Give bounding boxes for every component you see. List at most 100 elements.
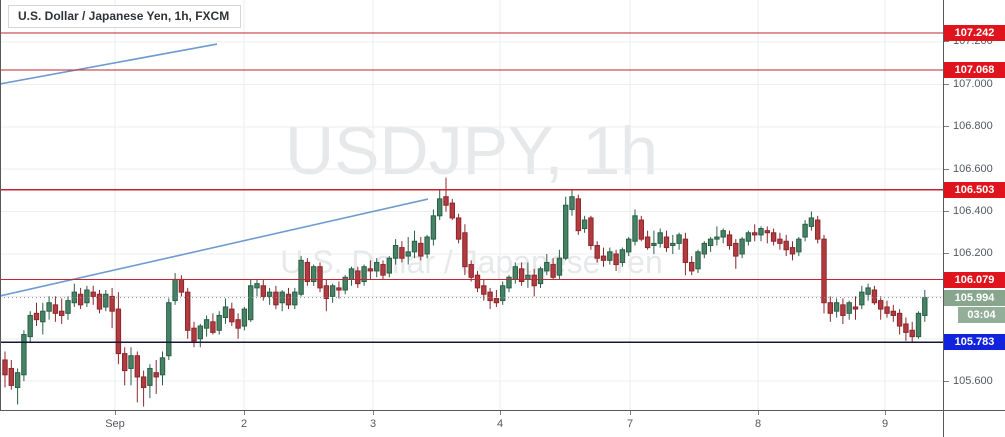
candle[interactable] bbox=[657, 232, 663, 244]
candle[interactable] bbox=[607, 251, 613, 261]
candle[interactable] bbox=[210, 321, 216, 333]
candle[interactable] bbox=[122, 353, 128, 372]
candle[interactable] bbox=[424, 236, 430, 255]
candle[interactable] bbox=[374, 261, 380, 272]
candle[interactable] bbox=[619, 249, 626, 263]
candle[interactable] bbox=[903, 323, 909, 333]
price-axis[interactable]: 107.200 107.000 106.800 106.600 106.400 106.2… bbox=[943, 0, 1005, 410]
candle[interactable] bbox=[859, 291, 865, 306]
candle[interactable] bbox=[796, 238, 802, 253]
candle[interactable] bbox=[569, 196, 575, 210]
candle[interactable] bbox=[720, 230, 726, 238]
candle[interactable] bbox=[430, 215, 437, 240]
candle[interactable] bbox=[808, 217, 815, 227]
candle[interactable] bbox=[632, 215, 638, 242]
candle[interactable] bbox=[487, 291, 493, 302]
candle[interactable] bbox=[764, 230, 770, 234]
candle[interactable] bbox=[342, 276, 348, 291]
candle[interactable] bbox=[317, 266, 323, 289]
candle[interactable] bbox=[203, 319, 210, 329]
candle[interactable] bbox=[96, 293, 103, 310]
candle[interactable] bbox=[575, 198, 581, 232]
candle[interactable] bbox=[600, 255, 607, 261]
candle[interactable] bbox=[878, 300, 884, 310]
candle[interactable] bbox=[216, 314, 222, 331]
candle[interactable] bbox=[411, 240, 418, 253]
candlestick-chart[interactable] bbox=[0, 0, 943, 410]
candle[interactable] bbox=[563, 204, 569, 259]
candle[interactable] bbox=[833, 302, 840, 312]
candle[interactable] bbox=[46, 302, 52, 312]
candle[interactable] bbox=[115, 308, 122, 355]
candle[interactable] bbox=[638, 219, 644, 240]
candle[interactable] bbox=[651, 242, 657, 246]
candle[interactable] bbox=[248, 285, 254, 321]
candle[interactable] bbox=[852, 306, 859, 310]
candle[interactable] bbox=[739, 238, 745, 255]
candle[interactable] bbox=[222, 306, 229, 319]
candle[interactable] bbox=[128, 355, 134, 369]
candle[interactable] bbox=[8, 367, 15, 386]
time-axis[interactable]: Sep 2 3 4 7 8 9 bbox=[0, 410, 943, 437]
candle[interactable] bbox=[405, 251, 411, 257]
candle[interactable] bbox=[241, 308, 248, 327]
candle[interactable] bbox=[285, 293, 292, 306]
candle[interactable] bbox=[386, 257, 393, 274]
candle[interactable] bbox=[323, 285, 330, 299]
candle[interactable] bbox=[311, 266, 317, 283]
candle[interactable] bbox=[392, 244, 399, 259]
candle[interactable] bbox=[2, 359, 8, 376]
candle[interactable] bbox=[153, 372, 159, 378]
candle[interactable] bbox=[663, 236, 670, 249]
candle[interactable] bbox=[399, 247, 405, 259]
candle[interactable] bbox=[254, 283, 260, 289]
candle[interactable] bbox=[273, 291, 279, 306]
candle[interactable] bbox=[777, 238, 783, 244]
trendline-drawing[interactable] bbox=[0, 43, 218, 85]
candle[interactable] bbox=[500, 285, 506, 302]
candle[interactable] bbox=[329, 285, 336, 297]
candle[interactable] bbox=[840, 304, 846, 316]
candle[interactable] bbox=[695, 251, 701, 270]
candle[interactable] bbox=[21, 334, 27, 376]
candle[interactable] bbox=[714, 236, 720, 240]
candle[interactable] bbox=[474, 274, 481, 289]
candle[interactable] bbox=[701, 242, 707, 255]
candle[interactable] bbox=[348, 268, 355, 280]
candle[interactable] bbox=[134, 355, 141, 378]
candle[interactable] bbox=[235, 319, 241, 329]
candle[interactable] bbox=[147, 367, 153, 386]
candle[interactable] bbox=[531, 274, 537, 287]
candle[interactable] bbox=[178, 278, 185, 293]
candle[interactable] bbox=[462, 232, 468, 268]
candle[interactable] bbox=[103, 293, 109, 308]
candle[interactable] bbox=[197, 325, 204, 340]
candle[interactable] bbox=[682, 238, 689, 263]
candle[interactable] bbox=[518, 268, 525, 283]
candle[interactable] bbox=[758, 228, 764, 236]
candle[interactable] bbox=[556, 257, 563, 276]
candle[interactable] bbox=[512, 266, 518, 280]
candle[interactable] bbox=[865, 287, 871, 295]
candle[interactable] bbox=[468, 264, 474, 278]
candle[interactable] bbox=[770, 232, 777, 242]
candle[interactable] bbox=[594, 244, 600, 259]
candle[interactable] bbox=[443, 196, 449, 206]
candle[interactable] bbox=[59, 310, 65, 316]
candle[interactable] bbox=[890, 310, 896, 316]
candle[interactable] bbox=[733, 242, 739, 257]
candle[interactable] bbox=[783, 240, 789, 251]
candle[interactable] bbox=[506, 276, 512, 289]
candle[interactable] bbox=[544, 261, 550, 272]
candle[interactable] bbox=[550, 264, 556, 278]
candle[interactable] bbox=[707, 238, 714, 246]
candle[interactable] bbox=[871, 289, 878, 304]
candle[interactable] bbox=[493, 297, 500, 304]
candle[interactable] bbox=[77, 293, 84, 306]
candle[interactable] bbox=[588, 217, 594, 246]
candle[interactable] bbox=[185, 291, 191, 331]
candle[interactable] bbox=[915, 312, 922, 338]
candle[interactable] bbox=[260, 285, 267, 297]
candle[interactable] bbox=[14, 372, 21, 389]
candle[interactable] bbox=[52, 304, 59, 314]
